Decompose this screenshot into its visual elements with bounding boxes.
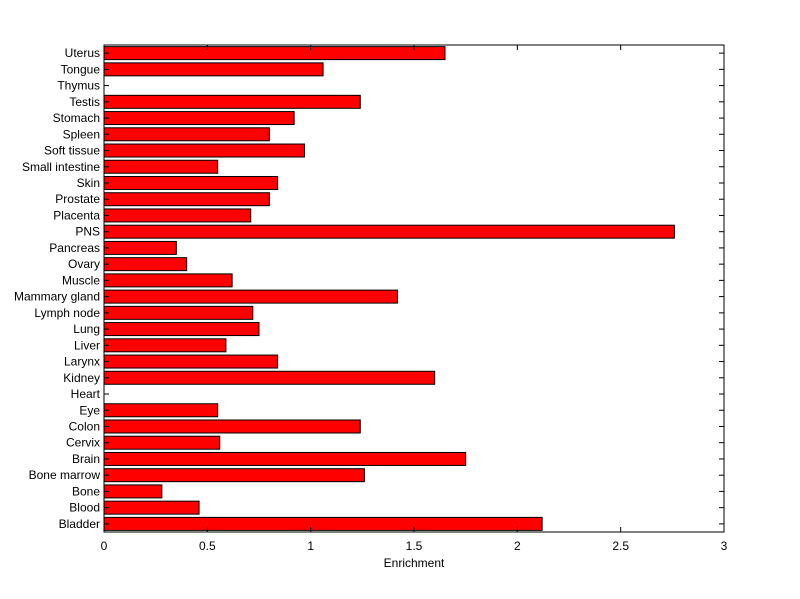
bar-muscle — [103, 273, 233, 288]
y-tick-label-tongue: Tongue — [61, 62, 101, 76]
y-tick-label-kidney: Kidney — [63, 371, 100, 385]
y-tick-label-bone: Bone — [72, 484, 100, 498]
y-tick-label-lung: Lung — [73, 322, 100, 336]
y-tick-label-heart: Heart — [71, 387, 101, 401]
x-axis-title: Enrichment — [384, 556, 445, 570]
y-tick-label-pns: PNS — [75, 225, 100, 239]
bar-bladder — [103, 516, 543, 531]
bar-spleen — [103, 127, 270, 142]
bar-cervix — [103, 435, 221, 450]
y-tick-label-colon: Colon — [69, 419, 100, 433]
y-tick-label-blood: Blood — [69, 501, 100, 515]
y-tick-label-muscle: Muscle — [62, 273, 100, 287]
y-tick-label-bone-marrow: Bone marrow — [29, 468, 101, 482]
y-tick-label-thymus: Thymus — [57, 79, 100, 93]
bar-tongue — [103, 62, 324, 77]
x-tick-label-6: 3 — [721, 539, 728, 553]
y-tick-label-spleen: Spleen — [63, 127, 100, 141]
y-tick-label-testis: Testis — [69, 95, 100, 109]
plot-frame — [103, 44, 725, 533]
x-tick-label-4: 2 — [514, 539, 521, 553]
bar-stomach — [103, 111, 295, 126]
y-tick-label-skin: Skin — [77, 176, 100, 190]
y-tick-label-lymph-node: Lymph node — [34, 306, 100, 320]
x-tick-label-0: 0 — [101, 539, 108, 553]
bar-skin — [103, 175, 279, 190]
bar-larynx — [103, 354, 279, 369]
bar-placenta — [103, 208, 252, 223]
y-tick-label-larynx: Larynx — [64, 355, 100, 369]
bar-lung — [103, 322, 260, 337]
bar-bone-marrow — [103, 468, 365, 483]
bar-brain — [103, 451, 467, 466]
y-tick-label-eye: Eye — [79, 403, 100, 417]
y-tick-label-liver: Liver — [74, 338, 100, 352]
bar-liver — [103, 338, 227, 353]
bar-soft-tissue — [103, 143, 305, 158]
bar-prostate — [103, 192, 270, 207]
bar-eye — [103, 403, 219, 418]
y-tick-label-uterus: Uterus — [65, 46, 100, 60]
bar-testis — [103, 94, 361, 109]
x-tick-label-3: 1.5 — [406, 539, 423, 553]
bar-lymph-node — [103, 305, 254, 320]
bar-pancreas — [103, 240, 177, 255]
x-tick-label-1: 0.5 — [199, 539, 216, 553]
y-tick-label-bladder: Bladder — [59, 517, 100, 531]
bar-mammary-gland — [103, 289, 398, 304]
labels-group: Bladder Blood Bone Bone marrow Brain Cervix Co… — [14, 46, 728, 553]
y-tick-label-pancreas: Pancreas — [49, 241, 100, 255]
bar-colon — [103, 419, 361, 434]
bar-uterus — [103, 46, 446, 61]
y-tick-label-cervix: Cervix — [66, 436, 100, 450]
y-tick-label-small-intestine: Small intestine — [22, 160, 100, 174]
y-tick-label-ovary: Ovary — [68, 257, 100, 271]
bar-pns — [103, 224, 675, 239]
bar-bone — [103, 484, 163, 499]
bar-kidney — [103, 370, 436, 385]
x-tick-label-2: 1 — [307, 539, 314, 553]
y-tick-label-prostate: Prostate — [55, 192, 100, 206]
bar-small-intestine — [103, 159, 219, 174]
y-tick-label-stomach: Stomach — [53, 111, 100, 125]
bar-blood — [103, 500, 200, 515]
y-tick-label-brain: Brain — [72, 452, 100, 466]
x-tick-label-5: 2.5 — [612, 539, 629, 553]
bar-ovary — [103, 257, 188, 272]
y-tick-label-placenta: Placenta — [53, 208, 100, 222]
y-tick-label-soft-tissue: Soft tissue — [44, 144, 100, 158]
y-tick-label-mammary-gland: Mammary gland — [14, 290, 100, 304]
